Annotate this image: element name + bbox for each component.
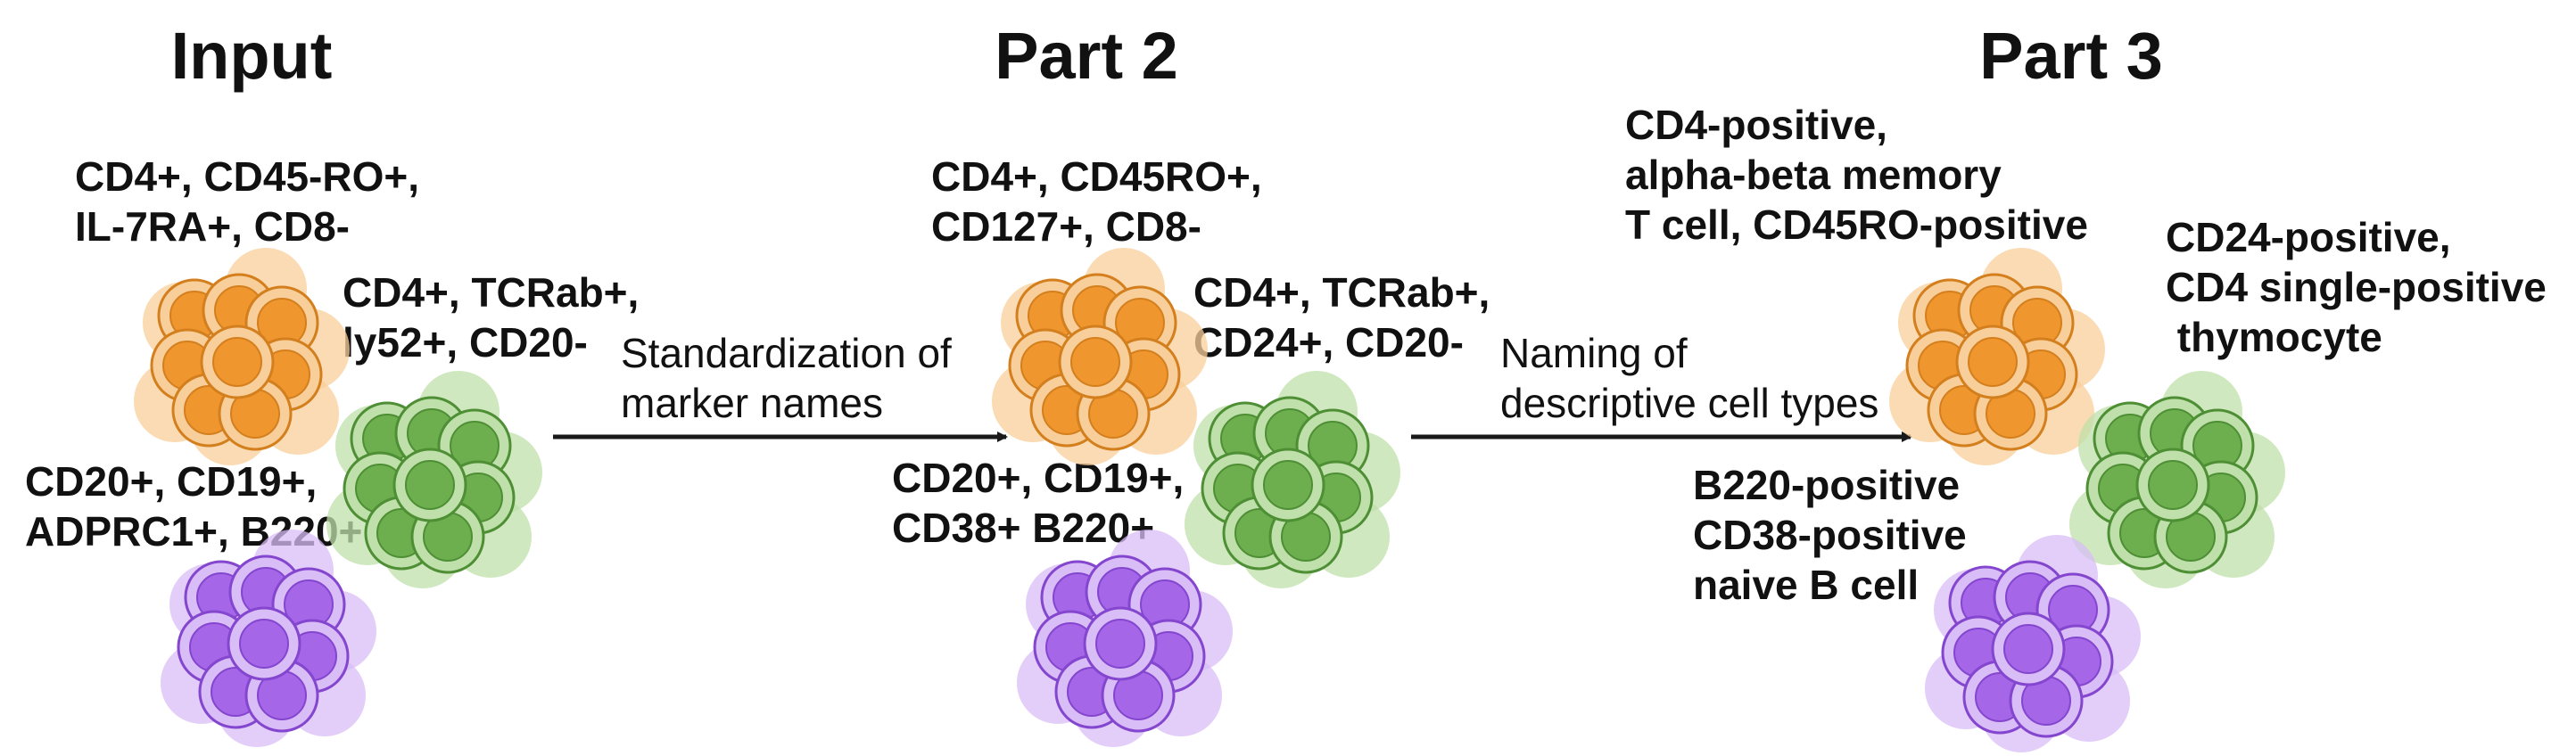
part2-thymocyte-line1: CD4+, TCRab+, <box>1193 269 1490 316</box>
part3-thymocyte-line1: CD24-positive, <box>2166 214 2451 260</box>
part2-green-cell-nucleus <box>1264 461 1312 509</box>
title-input: Input <box>171 19 333 93</box>
part3-green-cell-cluster <box>2069 371 2285 588</box>
naming-line1: Naming of <box>1500 330 1688 376</box>
part2-t-memory-line1: CD4+, CD45RO+, <box>931 153 1262 200</box>
input-green-cell-nucleus <box>406 461 454 509</box>
input-orange-cell-nucleus <box>213 338 261 386</box>
part3-t-memory-line3: T cell, CD45RO-positive <box>1625 201 2088 248</box>
part3-orange-cell-nucleus <box>1969 338 2017 386</box>
standardization-arrow-label: Standardization of marker names <box>621 330 963 426</box>
input-b-cell-line1: CD20+, CD19+, <box>25 458 317 505</box>
naming-arrow: Naming of descriptive cell types <box>1411 330 1911 437</box>
input-thymocyte-line1: CD4+, TCRab+, <box>343 269 639 316</box>
input-purple-cell-cluster <box>161 530 376 747</box>
part2-orange-cell-cluster <box>992 248 1208 465</box>
part2-thymocyte-line2: CD24+, CD20- <box>1193 319 1464 366</box>
part2-purple-cell-nucleus <box>1096 620 1144 668</box>
part2-t-memory-line2: CD127+, CD8- <box>931 203 1201 250</box>
input-thymocyte-label: CD4+, TCRab+, ly52+, CD20- <box>343 269 650 366</box>
part2-b-cell-line1: CD20+, CD19+, <box>892 455 1184 501</box>
naming-line2: descriptive cell types <box>1500 380 1878 426</box>
part3-thymocyte-line3: thymocyte <box>2166 314 2382 360</box>
part3-t-memory-line1: CD4-positive, <box>1625 102 1887 148</box>
title-part3: Part 3 <box>1979 19 2163 93</box>
standardization-line2: marker names <box>621 380 883 426</box>
part2-purple-cell-cluster <box>1017 530 1233 747</box>
input-orange-cell-cluster <box>134 248 350 465</box>
part3-thymocyte-label: CD24-positive, CD4 single-positive thymo… <box>2166 214 2558 360</box>
naming-arrow-label: Naming of descriptive cell types <box>1500 330 1878 426</box>
part3-b-cell-line3: naive B cell <box>1693 562 1919 608</box>
part2-t-memory-label: CD4+, CD45RO+, CD127+, CD8- <box>931 153 1273 250</box>
input-t-memory-label: CD4+, CD45-RO+, IL-7RA+, CD8- <box>75 153 431 250</box>
input-purple-cell-nucleus <box>240 620 288 668</box>
part2-green-cell-cluster <box>1185 371 1400 588</box>
input-green-cell-cluster <box>326 371 542 588</box>
part3-thymocyte-line2: CD4 single-positive <box>2166 264 2547 310</box>
part3-green-cell-nucleus <box>2149 461 2197 509</box>
standardization-line1: Standardization of <box>621 330 952 376</box>
part3-b-cell-line2: CD38-positive <box>1693 512 1967 558</box>
part3-b-cell-line1: B220-positive <box>1693 462 1960 508</box>
part2-b-cell-line2: CD38+ B220+ <box>892 505 1154 551</box>
standardization-arrow: Standardization of marker names <box>553 330 1006 437</box>
part3-purple-cell-nucleus <box>2004 625 2052 673</box>
input-t-memory-line1: CD4+, CD45-RO+, <box>75 153 419 200</box>
input-t-memory-line2: IL-7RA+, CD8- <box>75 203 350 250</box>
part3-t-memory-label: CD4-positive, alpha-beta memory T cell, … <box>1625 102 2088 248</box>
part3-orange-cell-cluster <box>1889 248 2105 465</box>
part3-t-memory-line2: alpha-beta memory <box>1625 152 2002 198</box>
input-thymocyte-line2: ly52+, CD20- <box>343 319 588 366</box>
part2-thymocyte-label: CD4+, TCRab+, CD24+, CD20- <box>1193 269 1501 366</box>
title-part2: Part 2 <box>995 19 1178 93</box>
part3-b-cell-label: B220-positive CD38-positive naive B cell <box>1693 462 1978 608</box>
part2-orange-cell-nucleus <box>1071 338 1119 386</box>
part3-purple-cell-cluster <box>1925 535 2141 752</box>
